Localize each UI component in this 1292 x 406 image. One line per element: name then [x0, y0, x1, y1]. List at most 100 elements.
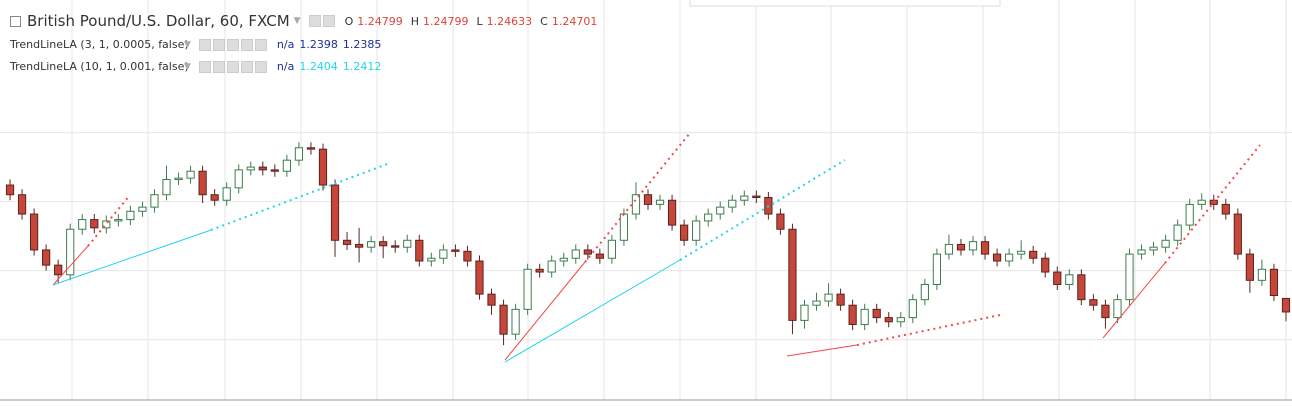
- candle-body: [306, 147, 316, 150]
- candle-body: [1173, 224, 1182, 241]
- candle-body: [42, 249, 51, 266]
- candle-body: [1161, 239, 1170, 248]
- candle-body: [1113, 299, 1122, 319]
- candle-body: [162, 179, 171, 196]
- candle-body: [571, 249, 580, 259]
- candle-body: [222, 187, 231, 201]
- ohlc-label: L: [476, 14, 483, 28]
- settings-icon[interactable]: [308, 15, 321, 27]
- candle-body: [812, 300, 821, 306]
- candle-body: [655, 199, 665, 205]
- ohlc-value: 1.24701: [551, 14, 598, 28]
- icon[interactable]: [254, 60, 267, 73]
- candle-body: [463, 250, 472, 262]
- ohlc-label: O: [344, 14, 354, 28]
- candle-body: [511, 308, 520, 335]
- candle-body: [523, 268, 532, 310]
- candle-body: [150, 194, 159, 208]
- candle-body: [354, 243, 364, 248]
- candle-body: [234, 169, 243, 189]
- symbol-header: British Pound/U.S. Dollar, 60, FXCM ▼ O 1…: [10, 12, 597, 30]
- candle-body: [595, 253, 604, 259]
- candle-body: [270, 169, 279, 172]
- indicator-name: TrendLineLA (3, 1, 0.0005, false): [10, 38, 189, 51]
- candle-body: [1077, 274, 1086, 301]
- dropdown[interactable]: ▼: [293, 16, 301, 26]
- candle-body: [908, 299, 917, 319]
- dropdown[interactable]: ▼: [184, 39, 191, 50]
- icon[interactable]: [198, 38, 211, 51]
- candle-body: [403, 239, 412, 248]
- candle-body: [559, 257, 568, 262]
- candle-body: [1029, 250, 1038, 259]
- icon[interactable]: [226, 60, 239, 73]
- candle-body: [1101, 304, 1110, 319]
- dropdown[interactable]: ▼: [184, 61, 191, 72]
- candle-body: [547, 260, 556, 273]
- candle-body: [836, 293, 845, 306]
- candle-body: [282, 159, 291, 172]
- candle-body: [439, 249, 448, 259]
- candle-body: [980, 241, 990, 255]
- candle-body: [294, 147, 304, 161]
- candle-body: [860, 308, 869, 326]
- candle-body: [776, 213, 785, 230]
- trend-lines: [52, 132, 1261, 363]
- candle-body: [872, 308, 881, 319]
- candle-body: [1089, 299, 1098, 306]
- candle-body: [968, 241, 978, 251]
- candle-body: [643, 194, 653, 205]
- candle-body: [487, 293, 496, 306]
- candle-body: [619, 213, 629, 241]
- candle-body: [704, 213, 713, 222]
- indicator-value: 1.2404: [299, 60, 338, 73]
- icon[interactable]: [240, 38, 253, 51]
- popup-edge: [689, 0, 1001, 7]
- candle-body: [692, 220, 701, 241]
- candle-body: [800, 304, 809, 321]
- candle-body: [138, 206, 147, 212]
- collapse-button[interactable]: [10, 15, 21, 27]
- candle-body: [848, 304, 857, 326]
- candle-body: [114, 219, 123, 222]
- symbol-title: British Pound/U.S. Dollar, 60, FXCM: [27, 12, 290, 30]
- candle-body: [66, 228, 75, 276]
- candle-body: [102, 220, 111, 229]
- icon[interactable]: [240, 60, 253, 73]
- candle-body: [728, 199, 737, 208]
- icon[interactable]: [212, 38, 225, 51]
- icon[interactable]: [254, 38, 267, 51]
- candle-body: [415, 239, 424, 262]
- candle-body: [258, 166, 267, 171]
- candles: [5, 142, 1291, 346]
- candle-body: [535, 268, 544, 273]
- candle-body: [607, 239, 616, 259]
- candle-body: [932, 253, 942, 285]
- indicator-value: 1.2398: [299, 38, 338, 51]
- ohlc-label: H: [410, 14, 420, 28]
- format-icon[interactable]: [322, 15, 335, 27]
- ohlc-label: C: [540, 14, 548, 28]
- candle-body: [90, 219, 99, 229]
- candle-body: [318, 148, 328, 186]
- candle-body: [246, 166, 255, 171]
- candle-body: [330, 184, 340, 241]
- icon[interactable]: [198, 60, 211, 73]
- candle-body: [1221, 203, 1230, 215]
- candle-body: [54, 264, 63, 276]
- candle-body: [896, 317, 905, 323]
- candle-body: [126, 210, 135, 221]
- candle-body: [198, 170, 207, 196]
- candle-body: [367, 241, 376, 248]
- candle-body: [1041, 257, 1050, 273]
- candle-body: [631, 194, 641, 215]
- candle-body: [210, 194, 219, 201]
- indicator-row: TrendLineLA (10, 1, 0.001, false) ▼ n/a …: [10, 60, 381, 73]
- candle-body: [1185, 203, 1194, 226]
- candle-body: [956, 243, 966, 251]
- icon[interactable]: [226, 38, 239, 51]
- indicator-value: 1.2412: [342, 60, 382, 73]
- icon[interactable]: [212, 60, 225, 73]
